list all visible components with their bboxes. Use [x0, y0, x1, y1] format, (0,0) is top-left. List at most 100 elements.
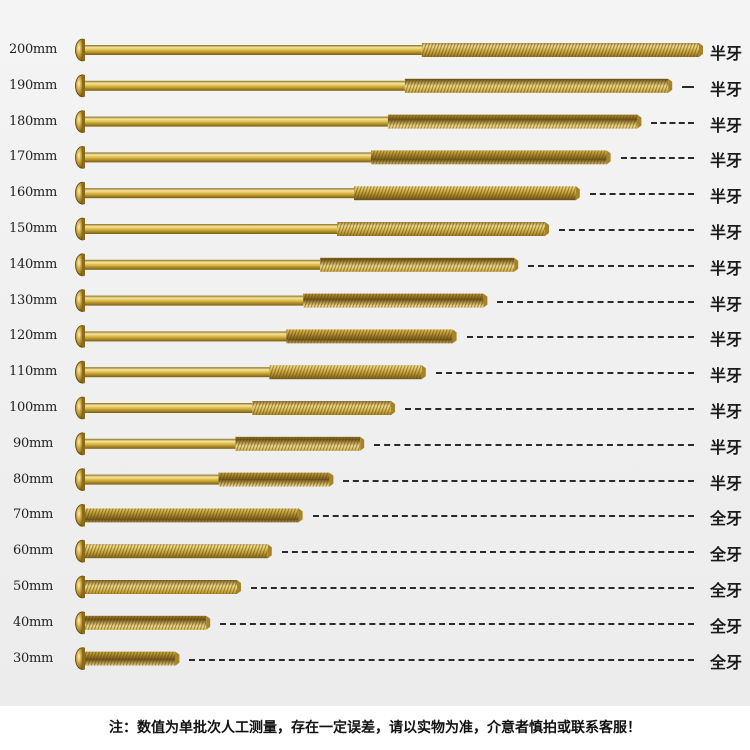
screw-collar: [82, 576, 85, 598]
thread-type-label: 半牙: [709, 473, 742, 493]
leader-line: [559, 229, 694, 231]
leader-line: [651, 121, 694, 124]
screw-collar: [82, 146, 85, 169]
screw-thread: [83, 580, 237, 594]
screw-120mm: [75, 324, 457, 348]
size-label: 150mm: [9, 221, 57, 236]
screw-head: [75, 74, 84, 98]
size-label: 130mm: [9, 292, 57, 308]
thread-type-label: 半牙: [709, 187, 742, 207]
leader-line: [466, 336, 694, 339]
screw-140mm: [75, 253, 519, 277]
screw-tip: [391, 401, 395, 415]
leader-line: [620, 157, 694, 160]
screw-collar: [82, 432, 85, 455]
leader-line: [435, 372, 694, 375]
screw-thread: [404, 78, 669, 93]
thread-type-label: 半牙: [709, 115, 742, 135]
screw-thread: [354, 186, 576, 201]
size-label: 140mm: [9, 256, 57, 272]
screw-30mm: [75, 647, 180, 671]
screw-thread: [387, 114, 638, 129]
footer-note: 注：数值为单批次人工测量，存在一定误差，请以实物为准，介意者慎拍或联系客服！: [0, 706, 750, 750]
screw-collar: [82, 611, 85, 634]
screw-thread: [235, 436, 361, 451]
screw-thread: [370, 150, 607, 165]
screw-head: [75, 145, 84, 169]
leader-line: [374, 443, 694, 446]
screw-collar: [82, 182, 85, 205]
screw-head: [75, 539, 84, 563]
screw-shank: [83, 152, 371, 163]
thread-type-label: 全牙: [709, 545, 742, 565]
screw-shank: [83, 474, 219, 485]
screw-tip: [668, 78, 673, 93]
size-label: 120mm: [9, 328, 57, 344]
screw-head: [75, 468, 84, 492]
thread-type-label: 半牙: [709, 366, 742, 386]
screw-thread: [218, 472, 330, 487]
screw-110mm: [75, 360, 426, 384]
screw-collar: [82, 74, 85, 97]
size-label: 30mm: [13, 650, 53, 666]
screw-thread: [320, 257, 515, 272]
screw-shank: [83, 295, 304, 306]
screw-40mm: [75, 611, 211, 635]
size-label: 170mm: [9, 149, 57, 165]
leader-line: [682, 85, 694, 88]
thread-type-label: 全牙: [709, 509, 742, 529]
screw-50mm: [75, 575, 241, 599]
screw-180mm: [75, 110, 642, 134]
screw-tip: [175, 651, 180, 666]
screw-tip: [637, 114, 642, 129]
screw-tip: [575, 186, 580, 201]
screw-thread: [421, 43, 699, 57]
screw-shank: [83, 438, 236, 449]
screw-collar: [82, 110, 85, 133]
leader-line: [251, 587, 694, 589]
screw-thread: [337, 222, 545, 236]
screw-80mm: [75, 468, 334, 492]
size-label: 160mm: [9, 185, 57, 201]
leader-line: [220, 622, 694, 625]
thread-type-label: 半牙: [709, 151, 742, 171]
screw-head: [75, 575, 84, 599]
screw-60mm: [75, 539, 272, 563]
screw-150mm: [75, 217, 549, 241]
screw-thread: [252, 401, 391, 415]
leader-line: [528, 264, 694, 267]
screw-tip: [206, 615, 211, 630]
screw-tip: [545, 222, 549, 236]
screw-thread: [83, 544, 268, 559]
screw-thread: [83, 508, 299, 523]
size-label: 90mm: [13, 435, 53, 451]
size-label: 100mm: [9, 400, 57, 415]
screw-tip: [483, 293, 488, 308]
screw-70mm: [75, 503, 303, 527]
screw-tip: [298, 508, 303, 523]
screw-head: [75, 503, 84, 527]
size-label: 110mm: [9, 364, 57, 380]
thread-type-label: 半牙: [709, 294, 742, 314]
screw-thread: [83, 651, 176, 666]
screw-shank: [83, 80, 405, 91]
screw-head: [75, 324, 84, 348]
screw-head: [75, 360, 84, 384]
leader-line: [405, 408, 694, 410]
thread-type-label: 半牙: [709, 79, 742, 99]
screw-thread: [303, 293, 484, 308]
screw-head: [75, 289, 84, 313]
screw-head: [75, 647, 84, 671]
screw-shank: [83, 45, 422, 55]
screw-130mm: [75, 289, 488, 313]
leader-line: [189, 658, 694, 661]
thread-type-label: 全牙: [709, 581, 742, 600]
screw-collar: [82, 361, 85, 384]
thread-type-label: 全牙: [709, 652, 742, 672]
screw-tip: [421, 365, 426, 380]
screw-head: [75, 396, 84, 420]
screw-collar: [82, 540, 85, 563]
screw-collar: [82, 218, 85, 240]
screw-collar: [82, 397, 85, 419]
thread-type-label: 半牙: [709, 402, 742, 421]
